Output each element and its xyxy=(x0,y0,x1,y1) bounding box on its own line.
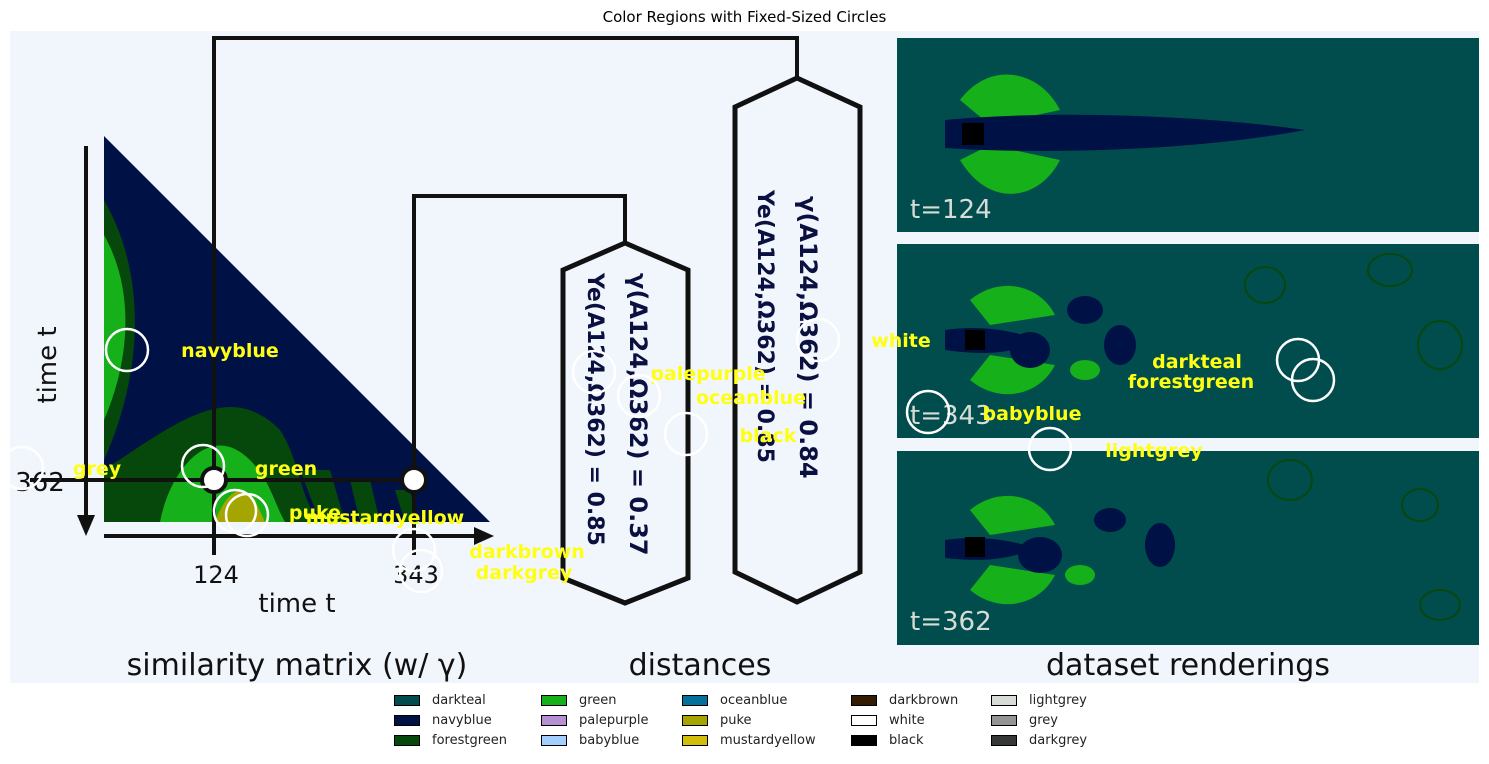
annotation-circle-white xyxy=(795,317,841,363)
connector-lines xyxy=(30,36,799,555)
legend-label: puke xyxy=(720,712,752,728)
panel2-time-label: t=343 xyxy=(910,401,992,431)
legend-label: grey xyxy=(1029,712,1059,728)
legend-label: mustardyellow xyxy=(720,732,816,748)
annotation-circle-black xyxy=(663,411,709,457)
annotation-label-oceanblue: oceanblue xyxy=(696,387,806,409)
rendering-panel-3 xyxy=(897,451,1479,645)
annotation-label-black: black xyxy=(740,425,797,447)
hex-big-line1: γ(A124,Ω362) = 0.84 xyxy=(794,196,822,479)
annotation-label-babyblue: babyblue xyxy=(983,403,1082,425)
marker-point-343 xyxy=(400,466,428,494)
annotation-circle-grey xyxy=(0,445,45,491)
annotation-circle-green xyxy=(180,443,226,489)
annotation-circle-oceanblue xyxy=(616,373,662,419)
annotation-label-palepurple: palepurple xyxy=(650,363,765,385)
legend-label: oceanblue xyxy=(720,692,788,708)
legend-item-puke: puke xyxy=(682,711,752,729)
annotation-circle-palepurple xyxy=(571,349,617,395)
similarity-matrix xyxy=(104,136,490,522)
legend-item-grey: grey xyxy=(991,711,1058,729)
legend-label: forestgreen xyxy=(432,732,508,748)
eddy-outlines xyxy=(1244,253,1463,621)
legend-swatch xyxy=(394,694,420,706)
legend-item-navyblue: navyblue xyxy=(394,711,492,729)
legend-item-oceanblue: oceanblue xyxy=(682,691,787,709)
legend-item-lightgrey: lightgrey xyxy=(991,691,1087,709)
hex-big-line2: Ye(A124,Ω362) = 0.85 xyxy=(752,189,777,463)
legend-swatch xyxy=(851,714,877,726)
legend-swatch xyxy=(682,694,708,706)
legend-label: darkbrown xyxy=(889,692,959,708)
annotation-circle-forestgreen xyxy=(1290,357,1336,403)
annotation-circle-babyblue xyxy=(905,389,951,435)
legend-swatch xyxy=(394,714,420,726)
annotation-label-green: green xyxy=(255,458,317,480)
legend-swatch xyxy=(682,714,708,726)
rendering-panel-2 xyxy=(897,244,1479,438)
legend-label: babyblue xyxy=(579,732,640,748)
legend-label: black xyxy=(889,732,924,748)
legend-item-white: white xyxy=(851,711,925,729)
panel1-time-label: t=124 xyxy=(910,195,992,225)
legend-label: navyblue xyxy=(432,712,492,728)
legend-label: darkgrey xyxy=(1029,732,1088,748)
annotation-label-grey: grey xyxy=(73,458,122,480)
legend-swatch xyxy=(991,694,1017,706)
annotation-circle-darkbrown xyxy=(391,527,437,573)
renderings-caption: dataset renderings xyxy=(1046,648,1330,683)
annotation-label-puke: puke xyxy=(289,502,341,524)
legend-swatch xyxy=(541,734,567,746)
annotation-label-darkteal: darkteal xyxy=(1152,351,1242,373)
legend-swatch xyxy=(541,714,567,726)
legend-item-palepurple: palepurple xyxy=(541,711,649,729)
matrix-caption: similarity matrix (w/ γ) xyxy=(127,648,468,683)
figure-title: Color Regions with Fixed-Sized Circles xyxy=(602,8,887,26)
annotation-label-lightgrey: lightgrey xyxy=(1105,440,1203,462)
legend-item-babyblue: babyblue xyxy=(541,731,639,749)
legend-item-forestgreen: forestgreen xyxy=(394,731,507,749)
legend-label: darkteal xyxy=(432,692,486,708)
legend-swatch xyxy=(991,714,1017,726)
annotation-label-mustardyellow: mustardyellow xyxy=(306,507,464,529)
matrix-x-axis-label: time t xyxy=(258,589,335,619)
legend-label: palepurple xyxy=(579,712,649,728)
distance-hexagon-small xyxy=(560,240,691,606)
legend-swatch xyxy=(851,694,877,706)
annotation-label-white: white xyxy=(871,330,931,352)
panel3-time-label: t=362 xyxy=(910,607,992,637)
annotation-circle-lightgrey xyxy=(1027,426,1073,472)
legend-label: white xyxy=(889,712,925,728)
legend-item-darkbrown: darkbrown xyxy=(851,691,958,709)
tick-label-124: 124 xyxy=(193,561,239,589)
legend-swatch xyxy=(991,734,1017,746)
legend-item-darkteal: darkteal xyxy=(394,691,486,709)
annotation-label-navyblue: navyblue xyxy=(181,340,279,362)
matrix-y-axis-label: time t xyxy=(33,326,63,403)
legend-swatch xyxy=(541,694,567,706)
legend-item-black: black xyxy=(851,731,924,749)
legend-swatch xyxy=(682,734,708,746)
annotation-circle-navyblue xyxy=(104,327,150,373)
annotation-label-forestgreen: forestgreen xyxy=(1128,371,1254,393)
color-annotations: navyblue grey green pukemustardyellowdarkbr… xyxy=(0,317,1336,594)
legend-label: green xyxy=(579,692,617,708)
legend-swatch xyxy=(394,734,420,746)
annotation-circle-mustardyellow xyxy=(224,492,270,538)
legend-item-mustardyellow: mustardyellow xyxy=(682,731,816,749)
legend-label: lightgrey xyxy=(1029,692,1087,708)
legend-item-darkgrey: darkgrey xyxy=(991,731,1087,749)
annotation-label-darkgrey: darkgrey xyxy=(476,562,573,584)
legend: darkteal navyblue forestgreen green palepurp… xyxy=(394,691,1154,755)
legend-swatch xyxy=(851,734,877,746)
tick-label-362: 362 xyxy=(15,468,65,498)
annotation-label-darkbrown: darkbrown xyxy=(469,541,585,563)
legend-item-green: green xyxy=(541,691,617,709)
annotation-circle-darkgrey xyxy=(398,548,444,594)
hex-small-line2: Ye(A124,Ω362) = 0.85 xyxy=(582,272,607,546)
distances-caption: distances xyxy=(629,648,772,683)
rendering-panel-1 xyxy=(897,38,1479,232)
